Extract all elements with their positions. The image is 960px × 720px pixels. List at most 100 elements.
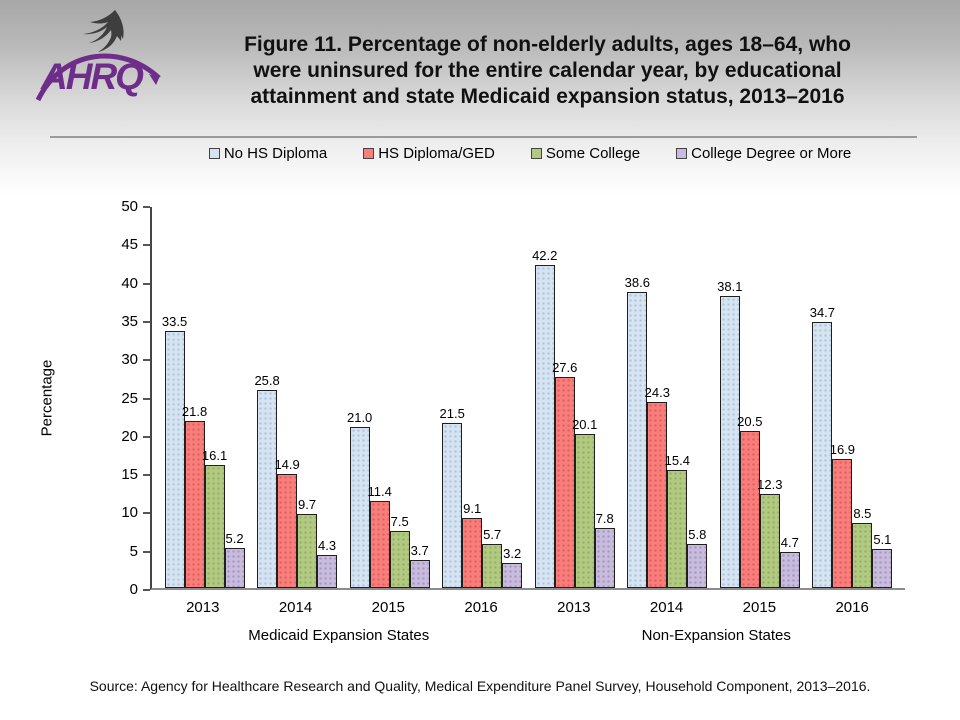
bar-no-hs-diploma: 34.7 <box>810 305 835 588</box>
bar-some-college: 7.5 <box>389 514 410 588</box>
y-tick-mark <box>143 550 150 553</box>
bar-group-2015-2: 21.0 11.4 7.5 3.7 <box>346 207 430 588</box>
bar-hs-diploma-ged: 24.3 <box>645 385 670 588</box>
bar-value-label: 42.2 <box>532 248 558 263</box>
bar-hs-diploma-ged: 14.9 <box>274 457 300 588</box>
bar-value-label: 21.5 <box>439 406 465 421</box>
y-tick-mark <box>143 244 150 247</box>
legend-label: College Degree or More <box>691 145 852 162</box>
ahrq-logo-text: AHRQ <box>41 56 144 97</box>
bar-value-label: 21.0 <box>346 410 373 425</box>
bar-value-label: 9.7 <box>298 497 317 512</box>
y-tick-label: 5 <box>129 542 138 560</box>
x-axis-labels: 2013 2014 2015 2016 2013 2014 2015 2016 <box>150 599 905 616</box>
legend-item-hs-diploma-ged: HS Diploma/GED <box>363 145 495 162</box>
ahrq-logo-arc <box>35 53 161 102</box>
bar-value-label: 21.8 <box>181 404 208 419</box>
bar-value-label: 12.3 <box>757 477 783 492</box>
bar-some-college: 15.4 <box>665 453 690 588</box>
bar-value-label: 24.3 <box>644 385 670 400</box>
bar-no-hs-diploma: 38.1 <box>717 279 742 588</box>
bar-no-hs-diploma: 38.6 <box>625 275 650 588</box>
bar-group-2014-5: 38.6 24.3 15.4 5.8 <box>625 207 708 588</box>
legend-item-some-college: Some College <box>530 145 641 162</box>
x-tick-label: 2014 <box>649 599 684 616</box>
hhs-eagle-icon <box>83 10 124 52</box>
bar-value-label: 33.5 <box>161 314 188 329</box>
bar-some-college: 16.1 <box>202 448 227 588</box>
y-tick-mark <box>143 320 150 323</box>
bar-some-college: 20.1 <box>572 417 597 588</box>
y-tick-label: 0 <box>129 581 138 598</box>
bar-value-label: 20.1 <box>572 417 598 432</box>
bar-value-label: 3.7 <box>410 543 429 558</box>
bar-value-label: 11.4 <box>367 484 392 499</box>
bar-value-label: 5.2 <box>225 531 244 546</box>
bar-group-2016-3: 21.5 9.1 5.7 3.2 <box>440 207 523 588</box>
bar-group-2015-6: 38.1 20.5 12.3 4.7 <box>717 207 800 588</box>
bar-group-2013-0: 33.5 21.8 16.1 5.2 <box>162 207 245 588</box>
bar-group-2016-7: 34.7 16.9 8.5 5.1 <box>810 207 893 588</box>
bar-no-hs-diploma: 21.5 <box>440 406 465 588</box>
bar-value-label: 38.6 <box>624 275 650 290</box>
bar-value-label: 27.6 <box>552 360 578 375</box>
bar-value-label: 34.7 <box>809 305 836 320</box>
bar-value-label: 14.9 <box>274 457 300 472</box>
bar-college-degree-or-more: 4.3 <box>317 538 338 588</box>
y-tick-mark <box>143 474 150 477</box>
bar-college-degree-or-more: 5.8 <box>687 527 708 588</box>
x-tick-label: 2013 <box>557 599 591 616</box>
bar-value-label: 16.9 <box>829 442 856 457</box>
bar-hs-diploma-ged: 11.4 <box>367 484 392 588</box>
bar-college-degree-or-more: 5.2 <box>224 531 245 588</box>
bar-college-degree-or-more: 4.7 <box>779 535 800 588</box>
y-tick-mark <box>143 359 150 362</box>
bar-no-hs-diploma: 33.5 <box>162 314 187 588</box>
bar-value-label: 7.5 <box>390 514 409 529</box>
bar-college-degree-or-more: 5.1 <box>872 532 893 588</box>
ahrq-logo: AHRQ <box>35 6 167 112</box>
bar-value-label: 4.7 <box>780 535 799 550</box>
bar-hs-diploma-ged: 9.1 <box>462 501 483 588</box>
y-tick-mark <box>143 435 150 438</box>
bar-some-college: 12.3 <box>757 477 782 588</box>
bar-value-label: 8.5 <box>853 506 872 521</box>
legend-label: No HS Diploma <box>223 145 328 162</box>
legend-label: Some College <box>545 145 641 162</box>
bar-value-label: 38.1 <box>717 279 743 294</box>
bar-no-hs-diploma: 25.8 <box>254 373 280 588</box>
y-tick-mark <box>143 206 150 208</box>
bar-value-label: 9.1 <box>463 501 482 516</box>
y-tick-mark <box>143 512 150 515</box>
x-axis-section-labels: Medicaid Expansion States Non-Expansion S… <box>150 627 905 644</box>
section-label-medicaid-expansion-states: Medicaid Expansion States <box>248 627 430 644</box>
bar-value-label: 25.8 <box>254 373 280 388</box>
legend-item-college-degree-or-more: College Degree or More <box>676 145 851 162</box>
bar-hs-diploma-ged: 20.5 <box>737 414 762 588</box>
bar-hs-diploma-ged: 16.9 <box>830 442 855 588</box>
bar-hs-diploma-ged: 21.8 <box>182 404 207 588</box>
bar-college-degree-or-more: 7.8 <box>594 511 615 588</box>
chart-legend: No HS Diploma HS Diploma/GED Some Colleg… <box>150 145 910 162</box>
y-tick-mark <box>143 397 150 400</box>
x-tick-label: 2013 <box>186 599 220 616</box>
bar-value-label: 4.3 <box>318 538 337 553</box>
legend-swatch-some-college <box>530 148 542 159</box>
bar-value-label: 16.1 <box>201 448 228 463</box>
y-tick-label: 50 <box>121 198 138 215</box>
bar-value-label: 15.4 <box>664 453 690 468</box>
bar-hs-diploma-ged: 27.6 <box>552 360 577 588</box>
figure-title-line-2: were uninsured for the entire calendar y… <box>253 59 842 82</box>
section-label-non-expansion-states: Non-Expansion States <box>641 627 791 644</box>
bar-value-label: 20.5 <box>737 414 763 429</box>
legend-label: HS Diploma/GED <box>378 145 495 162</box>
bar-some-college: 8.5 <box>852 506 873 588</box>
bar-group-2013-4: 42.2 27.6 20.1 7.8 <box>532 207 615 588</box>
legend-swatch-hs-diploma-ged <box>363 148 375 159</box>
x-tick-label: 2015 <box>742 599 777 616</box>
bar-some-college: 9.7 <box>297 497 318 588</box>
bar-college-degree-or-more: 3.7 <box>409 543 430 588</box>
figure-title-line-1: Figure 11. Percentage of non-elderly adu… <box>244 33 851 56</box>
bar-group-2014-1: 25.8 14.9 9.7 4.3 <box>254 207 338 588</box>
